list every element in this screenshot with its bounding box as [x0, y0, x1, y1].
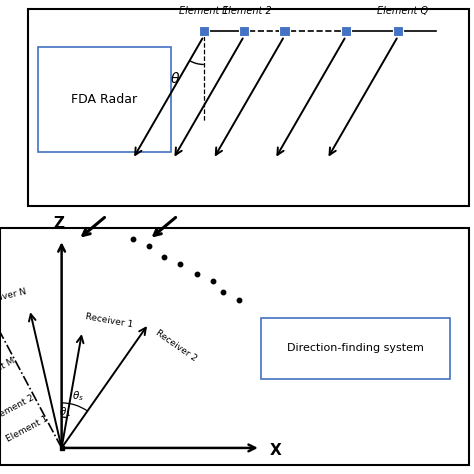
Text: Receiver N: Receiver N — [0, 287, 27, 307]
Text: Element 1: Element 1 — [5, 414, 50, 444]
Bar — [261, 318, 450, 379]
Bar — [341, 26, 351, 36]
Text: Direction-finding system: Direction-finding system — [287, 343, 424, 354]
Bar — [0, 228, 469, 465]
Bar — [38, 47, 171, 152]
Text: Element Q: Element Q — [377, 6, 428, 16]
Text: X: X — [270, 443, 282, 458]
Text: Z: Z — [54, 216, 65, 231]
Bar — [239, 26, 249, 36]
Text: $\theta_1$: $\theta_1$ — [59, 406, 71, 419]
Text: Element 1: Element 1 — [179, 6, 228, 16]
Text: Element 2: Element 2 — [222, 6, 271, 16]
Text: $\theta_s$: $\theta_s$ — [72, 389, 84, 403]
Bar — [393, 26, 403, 36]
Text: Receiver 2: Receiver 2 — [155, 328, 199, 364]
Bar — [199, 26, 209, 36]
Text: Element 2: Element 2 — [0, 393, 36, 422]
Bar — [279, 26, 290, 36]
Text: Element M: Element M — [0, 356, 17, 387]
Bar — [28, 9, 469, 206]
Text: $\theta$: $\theta$ — [170, 71, 181, 86]
Text: FDA Radar: FDA Radar — [71, 93, 137, 106]
Text: Receiver 1: Receiver 1 — [84, 311, 134, 329]
